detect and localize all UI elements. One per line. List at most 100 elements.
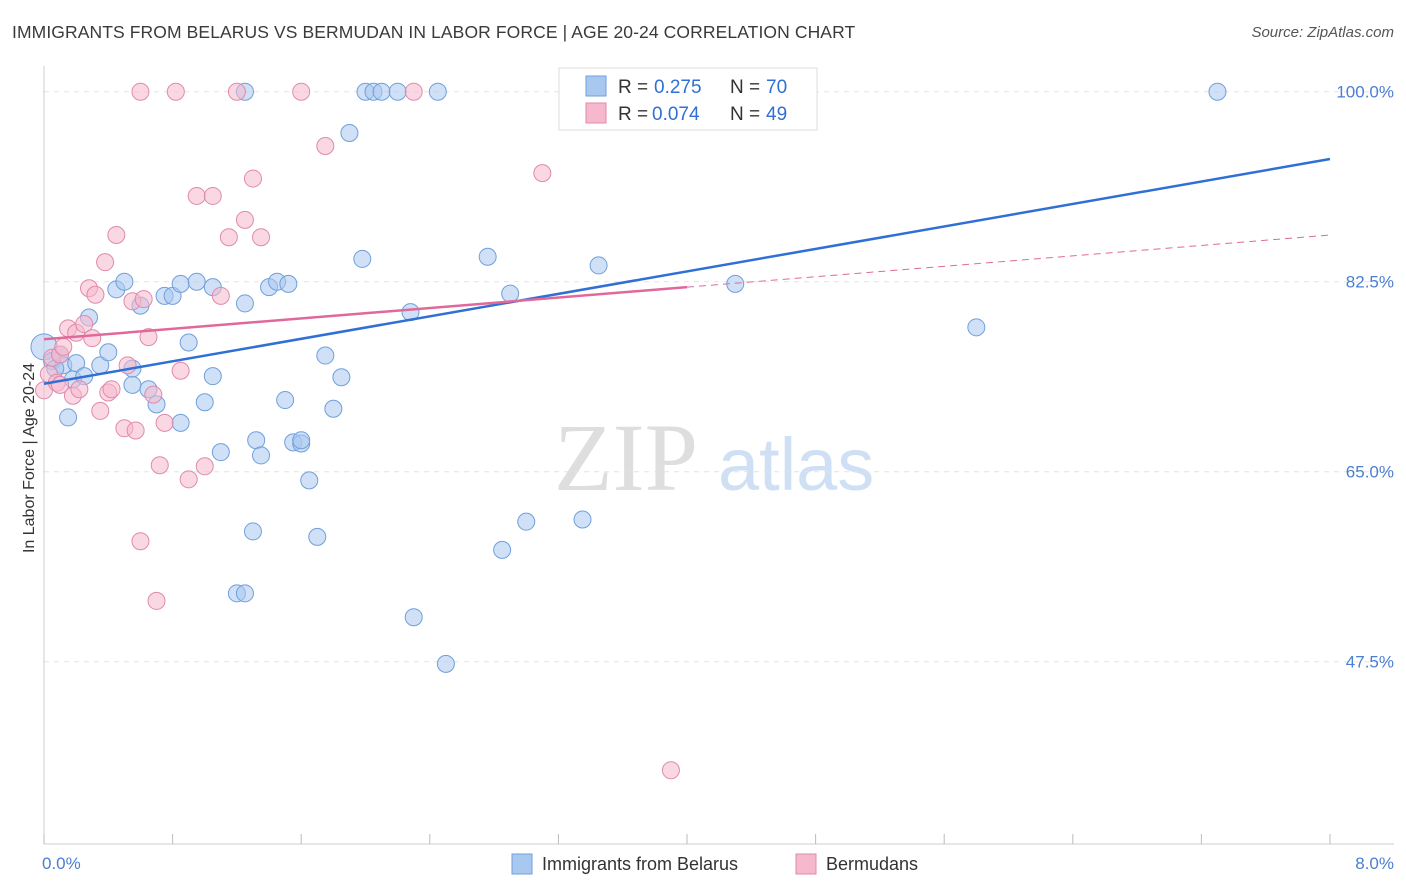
data-point (316, 137, 335, 155)
legend-r-value-1: 0.275 (654, 77, 702, 98)
data-point (478, 247, 497, 266)
data-point (279, 274, 298, 293)
data-point (493, 540, 512, 559)
data-point (324, 399, 343, 418)
data-point (316, 346, 335, 365)
legend: R = 0.275 N = 70 R = 0.074 N = 49 (558, 67, 818, 131)
watermark-atlas: atlas (718, 423, 874, 506)
data-point (179, 333, 198, 352)
watermark-zip: ZIP (554, 404, 698, 511)
data-point (517, 512, 536, 531)
data-point (195, 457, 214, 476)
data-point (252, 228, 271, 247)
data-point (86, 285, 105, 304)
data-point (126, 421, 145, 440)
data-point (70, 380, 89, 399)
legend-r-label-1: R = (618, 77, 648, 98)
data-point (404, 608, 423, 627)
data-point (235, 584, 254, 603)
data-point (1208, 82, 1227, 101)
data-point (59, 408, 78, 427)
data-point (171, 413, 190, 432)
legend-swatch-belarus (585, 75, 607, 97)
data-point (428, 82, 447, 101)
data-point (211, 286, 230, 305)
data-point (96, 253, 115, 272)
data-point (171, 361, 190, 380)
data-point (131, 82, 150, 101)
data-point (573, 510, 592, 529)
data-point (372, 82, 391, 101)
data-point (436, 654, 455, 673)
data-point (227, 82, 246, 101)
data-point (353, 249, 372, 268)
data-point (139, 328, 158, 347)
legend-r-label-2: R = (618, 104, 648, 125)
data-point (91, 401, 110, 420)
belarus-points (30, 82, 1227, 673)
data-point (300, 471, 319, 490)
data-point (292, 431, 311, 450)
trend-line (43, 157, 1331, 386)
x-tick-label-min: 0.0% (42, 854, 81, 873)
trend-lines (43, 157, 1331, 386)
data-point (115, 272, 134, 291)
legend-n-label-1: N = (730, 77, 760, 98)
data-point (123, 375, 142, 394)
chart-title: IMMIGRANTS FROM BELARUS VS BERMUDAN IN L… (12, 22, 856, 42)
data-point (187, 272, 206, 291)
y-tick-label: 65.0% (1346, 463, 1394, 482)
legend-swatch-bermudan (585, 102, 607, 124)
legend-n-value-1: 70 (766, 77, 787, 98)
data-point (187, 186, 206, 205)
bermudan-points (35, 82, 680, 780)
data-point (388, 82, 407, 101)
data-point (166, 82, 185, 101)
data-point (332, 368, 351, 387)
data-point (308, 527, 327, 546)
legend-r-value-2: 0.074 (652, 104, 700, 125)
bottom-legend: Immigrants from Belarus Bermudans (511, 853, 918, 875)
data-point (179, 470, 198, 489)
y-axis-label: In Labor Force | Age 20-24 (21, 363, 38, 553)
data-point (501, 284, 520, 303)
data-point (211, 443, 230, 462)
axes (43, 66, 1394, 845)
data-point (292, 82, 311, 101)
legend-n-label-2: N = (730, 104, 760, 125)
data-point (404, 82, 423, 101)
bottom-legend-swatch-belarus (511, 853, 533, 875)
data-point (155, 413, 174, 432)
data-point (252, 446, 271, 465)
y-tick-label: 100.0% (1336, 83, 1394, 102)
bottom-legend-label-bermudan: Bermudans (826, 854, 918, 874)
data-point (589, 256, 608, 275)
data-point (235, 294, 254, 313)
bottom-legend-label-belarus: Immigrants from Belarus (542, 854, 738, 874)
data-point (150, 456, 169, 475)
legend-n-value-2: 49 (766, 104, 787, 125)
data-point (533, 164, 552, 183)
data-point (243, 522, 262, 541)
trend-line-extension (686, 234, 1331, 288)
data-point (134, 290, 153, 309)
data-point (219, 228, 238, 247)
y-tick-label: 82.5% (1346, 273, 1394, 292)
data-point (340, 123, 359, 142)
data-point (195, 393, 214, 412)
data-point (131, 532, 150, 551)
data-point (967, 318, 986, 337)
data-point (67, 354, 86, 373)
data-point (107, 226, 126, 245)
data-point (75, 315, 94, 334)
data-point (54, 337, 73, 356)
y-tick-label: 47.5% (1346, 653, 1394, 672)
source-label: Source: ZipAtlas.com (1251, 24, 1394, 41)
data-point (144, 385, 163, 404)
data-point (276, 391, 295, 410)
data-point (203, 186, 222, 205)
data-point (247, 431, 266, 450)
data-point (243, 169, 262, 188)
data-point (147, 591, 166, 610)
